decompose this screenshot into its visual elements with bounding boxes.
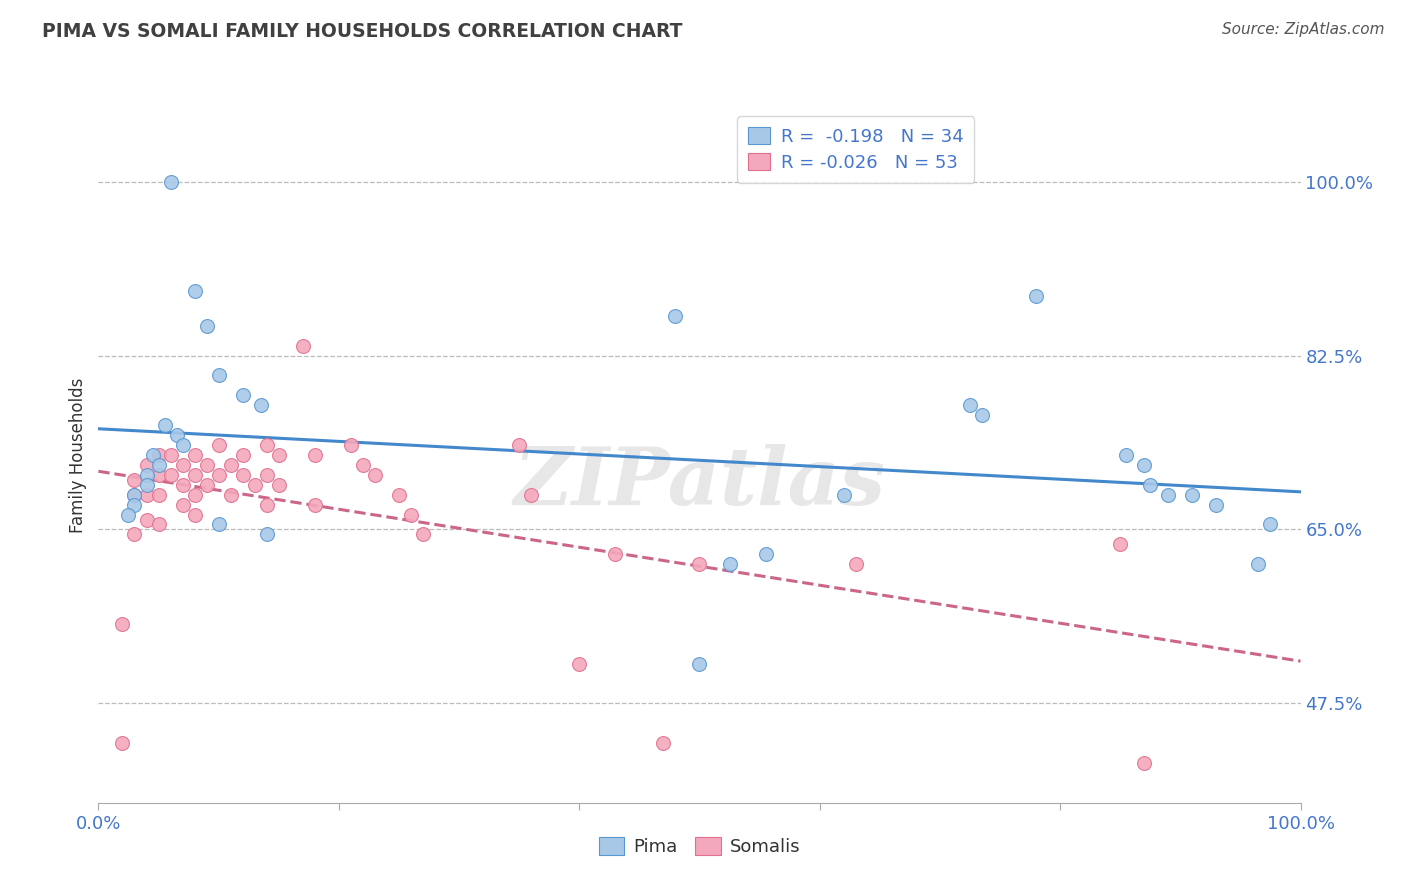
Point xyxy=(1133,458,1156,472)
Point xyxy=(111,616,134,631)
Point xyxy=(183,448,205,462)
Point xyxy=(1025,289,1047,303)
Point xyxy=(352,458,374,472)
Point xyxy=(232,388,254,402)
Y-axis label: Family Households: Family Households xyxy=(69,377,87,533)
Point xyxy=(183,488,205,502)
Point xyxy=(1133,756,1156,770)
Point xyxy=(689,558,711,572)
Point xyxy=(1260,517,1282,532)
Point xyxy=(208,438,231,452)
Point xyxy=(172,438,194,452)
Point xyxy=(256,438,278,452)
Point xyxy=(959,398,981,412)
Point xyxy=(195,318,218,333)
Point xyxy=(166,428,188,442)
Point xyxy=(135,477,157,491)
Point xyxy=(364,467,387,482)
Point xyxy=(141,448,163,462)
Point xyxy=(135,467,157,482)
Point xyxy=(135,488,157,502)
Point xyxy=(135,458,157,472)
Point xyxy=(689,657,711,671)
Point xyxy=(520,488,543,502)
Point xyxy=(1247,558,1270,572)
Point xyxy=(183,467,205,482)
Point xyxy=(1109,537,1132,551)
Point xyxy=(148,448,170,462)
Point xyxy=(111,736,134,750)
Point xyxy=(664,309,686,323)
Point xyxy=(124,498,146,512)
Point xyxy=(1181,488,1204,502)
Point xyxy=(124,473,146,487)
Point xyxy=(243,477,266,491)
Point xyxy=(219,458,242,472)
Point xyxy=(124,488,146,502)
Point xyxy=(340,438,363,452)
Point xyxy=(291,338,314,352)
Point xyxy=(1157,488,1180,502)
Point xyxy=(388,488,411,502)
Point xyxy=(832,488,855,502)
Point xyxy=(195,458,218,472)
Point xyxy=(172,477,194,491)
Text: PIMA VS SOMALI FAMILY HOUSEHOLDS CORRELATION CHART: PIMA VS SOMALI FAMILY HOUSEHOLDS CORRELA… xyxy=(42,22,683,41)
Point xyxy=(718,558,741,572)
Point xyxy=(267,448,290,462)
Point xyxy=(267,477,290,491)
Text: Source: ZipAtlas.com: Source: ZipAtlas.com xyxy=(1222,22,1385,37)
Point xyxy=(148,458,170,472)
Legend: Pima, Somalis: Pima, Somalis xyxy=(592,830,807,863)
Point xyxy=(568,657,591,671)
Point xyxy=(153,418,176,433)
Point xyxy=(970,408,993,422)
Point xyxy=(148,467,170,482)
Point xyxy=(183,508,205,522)
Point xyxy=(208,517,231,532)
Point xyxy=(148,517,170,532)
Point xyxy=(304,448,326,462)
Point xyxy=(208,368,231,383)
Point xyxy=(183,284,205,298)
Point xyxy=(159,467,181,482)
Point xyxy=(159,175,181,189)
Point xyxy=(845,558,868,572)
Point xyxy=(208,467,231,482)
Point xyxy=(124,488,146,502)
Point xyxy=(117,508,139,522)
Point xyxy=(304,498,326,512)
Point xyxy=(256,498,278,512)
Point xyxy=(232,467,254,482)
Point xyxy=(148,488,170,502)
Point xyxy=(195,477,218,491)
Point xyxy=(755,547,778,561)
Point xyxy=(256,527,278,541)
Point xyxy=(1205,498,1227,512)
Point xyxy=(124,527,146,541)
Point xyxy=(135,512,157,526)
Point xyxy=(1139,477,1161,491)
Point xyxy=(399,508,422,522)
Point xyxy=(172,458,194,472)
Point xyxy=(172,498,194,512)
Point xyxy=(412,527,434,541)
Point xyxy=(249,398,271,412)
Point xyxy=(1115,448,1137,462)
Point xyxy=(605,547,627,561)
Point xyxy=(652,736,675,750)
Point xyxy=(219,488,242,502)
Point xyxy=(256,467,278,482)
Point xyxy=(232,448,254,462)
Point xyxy=(508,438,530,452)
Point xyxy=(159,448,181,462)
Text: ZIPatlas: ZIPatlas xyxy=(513,444,886,522)
